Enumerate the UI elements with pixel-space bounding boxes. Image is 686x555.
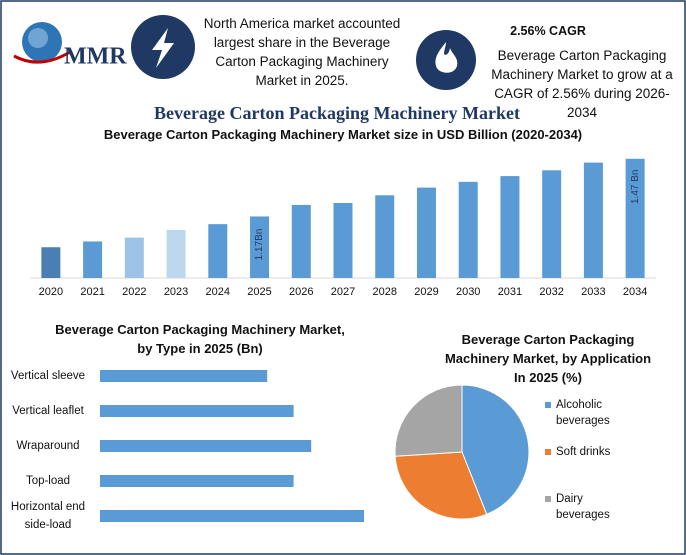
chart-title: by Type in 2025 (Bn) [137,341,263,356]
x-tick-label: 2021 [80,286,104,298]
logo-text: MMR [64,44,127,70]
bar [333,203,353,278]
bar [124,237,144,278]
legend-label: Soft drinks [556,446,611,458]
bar [583,162,603,278]
x-tick-label: 2029 [414,286,438,298]
x-tick-label: 2022 [122,286,146,298]
y-tick-label: Vertical leaflet [12,405,84,417]
bar [100,405,294,417]
legend-swatch [545,449,551,455]
value-label: 1.47 Bn [630,170,641,204]
x-tick-label: 2032 [539,286,563,298]
legend-label: Dairy beverages [556,493,610,521]
legend-swatch [545,496,551,502]
y-tick-label: Horizontal end side-load [10,501,86,531]
x-tick-label: 2033 [581,286,605,298]
y-tick-label: Top-load [25,475,71,487]
bolt-icon [152,28,174,68]
value-label: 1.17Bn [254,229,265,261]
chart-title: Beverage Carton Packaging Machinery Mark… [55,322,345,337]
x-tick-label: 2027 [331,286,355,298]
x-tick-label: 2034 [623,286,647,298]
bar [416,187,436,278]
bar [166,229,186,278]
chart-title: Beverage Carton Packaging Machinery Mark… [103,127,583,142]
legend-label: Alcoholic beverages [556,399,610,427]
bar [41,247,61,278]
y-tick-label: Vertical sleeve [10,370,86,382]
cagr-title: 2.56% CAGR [510,24,586,38]
x-tick-label: 2031 [498,286,522,298]
pie-slice [461,384,530,515]
logo-swoosh [13,50,71,64]
highlight-text: North America market accounted largest s… [203,16,401,88]
x-tick-label: 2025 [247,286,271,298]
chart-title: Beverage Carton Packaging Machinery Mark… [444,332,652,385]
bar [542,170,562,278]
pie-slice [394,451,488,520]
bar [458,181,478,278]
logo: MMR [13,22,127,70]
fire-icon [435,42,458,73]
bar [208,224,228,278]
x-tick-label: 2026 [289,286,313,298]
x-tick-label: 2028 [372,286,396,298]
bar [500,176,520,278]
bar [100,440,312,452]
pie-slice [394,384,463,457]
x-tick-label: 2020 [39,286,63,298]
bar [100,370,268,382]
x-tick-label: 2023 [164,286,188,298]
x-tick-label: 2030 [456,286,480,298]
bar [625,158,645,278]
y-tick-label: Wraparound [16,440,80,452]
logo-highlight [28,28,48,48]
x-tick-label: 2024 [206,286,230,298]
bar [250,216,270,278]
bar [375,195,395,278]
main-title: Beverage Carton Packaging Machinery Mark… [154,103,520,123]
cagr-text: Beverage Carton Packaging Machinery Mark… [491,48,673,120]
bar [83,241,103,278]
legend-swatch [545,402,551,408]
bar [100,475,294,487]
bar [100,510,364,522]
bar [291,204,311,278]
